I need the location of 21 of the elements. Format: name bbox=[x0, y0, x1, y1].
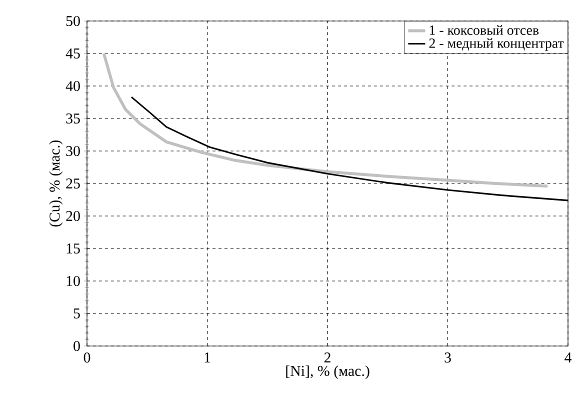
y-tick-label: 35 bbox=[66, 113, 80, 124]
x-tick-label: 4 bbox=[564, 352, 572, 362]
x-tick-label: 0 bbox=[84, 352, 90, 363]
x-tick-label: 2 bbox=[324, 352, 330, 362]
legend-label: 2 - медный концентрат bbox=[429, 38, 564, 51]
y-tick-label: 30 bbox=[66, 146, 80, 156]
y-tick-label: 10 bbox=[66, 276, 80, 286]
y-tick-label: 0 bbox=[74, 340, 80, 352]
y-tick-label: 45 bbox=[66, 48, 80, 58]
x-tick-label: 3 bbox=[444, 352, 451, 363]
x-axis-title: [Ni], % (мас.) bbox=[286, 365, 370, 379]
y-tick-label: 40 bbox=[66, 80, 80, 92]
line-series bbox=[102, 52, 550, 188]
y-tick-label: 15 bbox=[66, 244, 80, 254]
x-tick-label: 1 bbox=[204, 352, 210, 362]
y-axis-title: (Cu), % (мас.) bbox=[49, 140, 63, 227]
y-tick-label: 20 bbox=[66, 210, 80, 222]
y-tick-label: 50 bbox=[66, 16, 80, 26]
y-tick-label: 25 bbox=[66, 178, 80, 189]
y-tick-label: 5 bbox=[74, 308, 80, 318]
legend-label: 1 - коксовый отсев bbox=[430, 25, 539, 35]
